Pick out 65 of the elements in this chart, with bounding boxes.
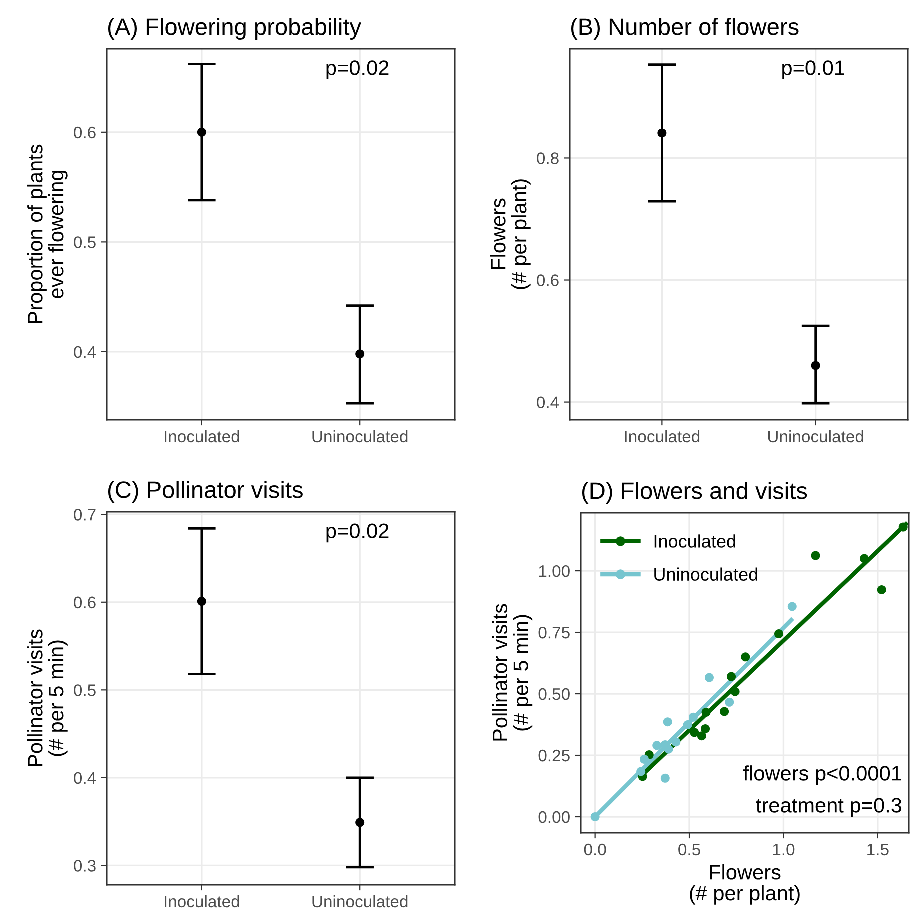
x-tick-label: 0.0 — [584, 844, 606, 856]
point — [741, 652, 750, 662]
annotation: treatment p=0.3 — [756, 798, 902, 817]
y-axis-title: Flowers (# per plant) — [490, 180, 531, 290]
annotation: flowers p<0.0001 — [743, 766, 902, 785]
point — [683, 720, 692, 730]
x-tick-label: Uninoculated — [768, 430, 864, 443]
point — [690, 728, 700, 738]
point — [672, 738, 681, 747]
annotation: p=0.02 — [326, 524, 389, 543]
y-tick-label: 0.75 — [538, 626, 570, 639]
y-tick-label: 0.6 — [537, 274, 559, 286]
point — [660, 774, 670, 783]
point — [702, 708, 711, 717]
y-tick-label: 0.7 — [74, 509, 96, 521]
y-tick-label: 0.00 — [538, 811, 570, 824]
legend-label: Inoculated — [654, 534, 736, 548]
point — [652, 741, 662, 750]
point — [725, 698, 734, 707]
chart-title: (B) Number of flowers — [571, 18, 799, 40]
chart-title: (C) Pollinator visits — [108, 481, 303, 503]
y-tick-label: 0.50 — [538, 688, 570, 700]
point — [640, 754, 649, 764]
x-axis-title: Flowers (# per plant) — [690, 864, 800, 905]
point — [701, 724, 710, 734]
y-tick-label: 0.3 — [74, 860, 96, 872]
x-tick-label: 1.5 — [868, 844, 889, 856]
y-tick-label: 0.4 — [74, 346, 96, 358]
y-tick-label: 0.6 — [74, 596, 96, 609]
point — [688, 712, 698, 722]
point — [860, 554, 870, 564]
y-axis-title: Pollinator visits (# per 5 min) — [28, 630, 68, 766]
point — [590, 812, 600, 822]
y-tick-label: 1.00 — [539, 565, 570, 578]
y-tick-label: 0.8 — [537, 152, 559, 164]
y-tick-label: 0.6 — [74, 126, 96, 139]
point — [636, 767, 646, 776]
point — [811, 551, 820, 560]
x-tick-label: 0.5 — [678, 844, 700, 856]
y-tick-label: 0.25 — [538, 750, 570, 762]
point — [898, 522, 908, 532]
annotation: p=0.01 — [782, 60, 844, 80]
y-tick-label: 0.4 — [537, 396, 560, 409]
chart-title: (A) Flowering probability — [108, 18, 362, 40]
y-tick-label: 0.5 — [74, 236, 96, 248]
point — [663, 718, 672, 727]
point — [727, 672, 736, 682]
annotation: p=0.02 — [326, 60, 389, 80]
point — [774, 630, 784, 639]
x-tick-label: Inoculated — [164, 430, 240, 443]
point — [720, 707, 730, 716]
x-tick-label: 1.0 — [773, 844, 795, 856]
point — [788, 602, 797, 612]
legend-label: Uninoculated — [654, 568, 758, 582]
point — [730, 687, 740, 696]
x-tick-label: Inoculated — [625, 430, 700, 443]
y-tick-label: 0.4 — [74, 772, 96, 784]
point — [704, 673, 714, 682]
chart-title: (D) Flowers and visits — [582, 482, 808, 504]
x-tick-label: Uninoculated — [312, 430, 408, 443]
y-axis-title: Proportion of plants ever flowering — [28, 144, 68, 324]
y-axis-title: Pollinator visits (# per 5 min) — [492, 604, 533, 741]
point — [697, 732, 706, 741]
point — [877, 585, 886, 594]
y-tick-label: 0.5 — [74, 684, 96, 696]
